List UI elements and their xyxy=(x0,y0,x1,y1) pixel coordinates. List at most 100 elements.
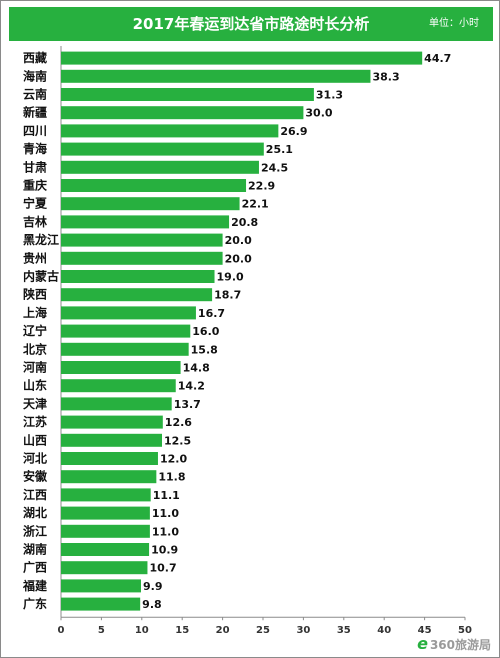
bar xyxy=(61,415,163,429)
value-label: 11.1 xyxy=(153,489,180,502)
x-tick-label: 5 xyxy=(98,625,105,636)
value-label: 44.7 xyxy=(424,52,451,65)
value-label: 20.0 xyxy=(225,234,252,247)
bar xyxy=(61,379,176,393)
category-label: 重庆 xyxy=(23,178,47,193)
value-label: 20.8 xyxy=(231,216,258,229)
bar xyxy=(61,470,157,484)
value-label: 38.3 xyxy=(372,70,399,83)
bar xyxy=(61,51,423,65)
bar xyxy=(61,124,279,138)
x-tick-label: 15 xyxy=(175,625,189,636)
value-label: 10.9 xyxy=(151,544,178,557)
value-label: 12.5 xyxy=(164,434,191,447)
value-label: 11.0 xyxy=(152,525,179,538)
category-label: 辽宁 xyxy=(23,323,47,338)
category-label: 西藏 xyxy=(23,50,47,65)
value-label: 22.9 xyxy=(248,180,275,193)
value-label: 16.7 xyxy=(198,307,225,320)
bar xyxy=(61,69,371,83)
value-label: 9.8 xyxy=(142,598,162,611)
category-label: 江西 xyxy=(23,487,47,502)
bar xyxy=(61,342,189,356)
category-label: 山西 xyxy=(23,432,47,447)
x-tick-label: 25 xyxy=(256,625,270,636)
category-label: 青海 xyxy=(23,141,47,156)
category-label: 河南 xyxy=(22,360,47,375)
x-tick-label: 40 xyxy=(377,625,391,636)
bar xyxy=(61,215,230,229)
category-label: 湖北 xyxy=(23,505,47,520)
x-tick-label: 30 xyxy=(296,625,310,636)
category-label: 江苏 xyxy=(23,414,47,429)
value-label: 24.5 xyxy=(261,161,288,174)
chart-header: 2017年春运到达省市路途时长分析 单位：小时 xyxy=(9,7,493,41)
value-label: 30.0 xyxy=(305,107,332,120)
bar xyxy=(61,397,172,411)
value-label: 11.8 xyxy=(158,471,185,484)
category-label: 贵州 xyxy=(23,250,47,265)
bar xyxy=(61,160,259,174)
value-label: 9.9 xyxy=(143,580,163,593)
value-label: 14.2 xyxy=(178,380,205,393)
value-label: 12.0 xyxy=(160,453,187,466)
bar xyxy=(61,106,304,120)
x-tick-label: 50 xyxy=(458,625,472,636)
category-label: 吉林 xyxy=(23,214,47,229)
category-label: 陕西 xyxy=(23,287,47,302)
bar xyxy=(61,142,264,156)
bar xyxy=(61,88,314,101)
category-label: 黑龙江 xyxy=(23,232,59,247)
x-tick-label: 35 xyxy=(337,625,351,636)
category-label: 福建 xyxy=(22,578,48,593)
category-label: 北京 xyxy=(23,341,47,356)
bar xyxy=(61,561,148,575)
watermark-text: 360旅游局 xyxy=(429,638,491,652)
bar xyxy=(61,433,162,447)
value-label: 15.8 xyxy=(191,343,218,356)
bar xyxy=(61,506,150,520)
bar xyxy=(61,324,191,338)
value-label: 25.1 xyxy=(266,143,293,156)
value-label: 14.8 xyxy=(183,362,210,375)
watermark-logo-icon: e xyxy=(417,634,428,653)
x-tick-label: 20 xyxy=(216,625,230,636)
x-tick-label: 0 xyxy=(58,625,65,636)
bar xyxy=(61,361,181,374)
category-label: 内蒙古 xyxy=(23,269,59,284)
bar xyxy=(61,197,240,211)
bar xyxy=(61,251,223,265)
category-label: 云南 xyxy=(23,87,47,102)
x-tick-label: 45 xyxy=(418,625,432,636)
category-label: 海南 xyxy=(23,68,47,83)
x-tick-label: 10 xyxy=(135,625,149,636)
watermark: e 360旅游局 xyxy=(417,635,491,653)
value-label: 11.0 xyxy=(152,507,179,520)
category-label: 上海 xyxy=(23,305,47,320)
bar xyxy=(61,306,196,320)
value-label: 13.7 xyxy=(174,398,201,411)
bar xyxy=(61,543,150,556)
bar xyxy=(61,179,247,192)
bar xyxy=(61,288,213,302)
value-label: 18.7 xyxy=(214,289,241,302)
category-label: 浙江 xyxy=(23,523,47,538)
category-label: 宁夏 xyxy=(23,196,48,211)
value-label: 31.3 xyxy=(316,89,343,102)
category-label: 湖南 xyxy=(23,542,47,557)
bar xyxy=(61,488,151,502)
value-label: 12.6 xyxy=(165,416,192,429)
value-label: 19.0 xyxy=(217,271,244,284)
category-label: 天津 xyxy=(23,396,47,411)
value-label: 16.0 xyxy=(192,325,219,338)
chart-title: 2017年春运到达省市路途时长分析 xyxy=(132,15,370,33)
category-label: 安徽 xyxy=(23,469,48,484)
value-label: 10.7 xyxy=(149,562,176,575)
bar xyxy=(61,597,141,611)
value-label: 20.0 xyxy=(225,252,252,265)
bar xyxy=(61,524,150,538)
value-label: 26.9 xyxy=(280,125,307,138)
category-label: 甘肃 xyxy=(23,159,47,174)
